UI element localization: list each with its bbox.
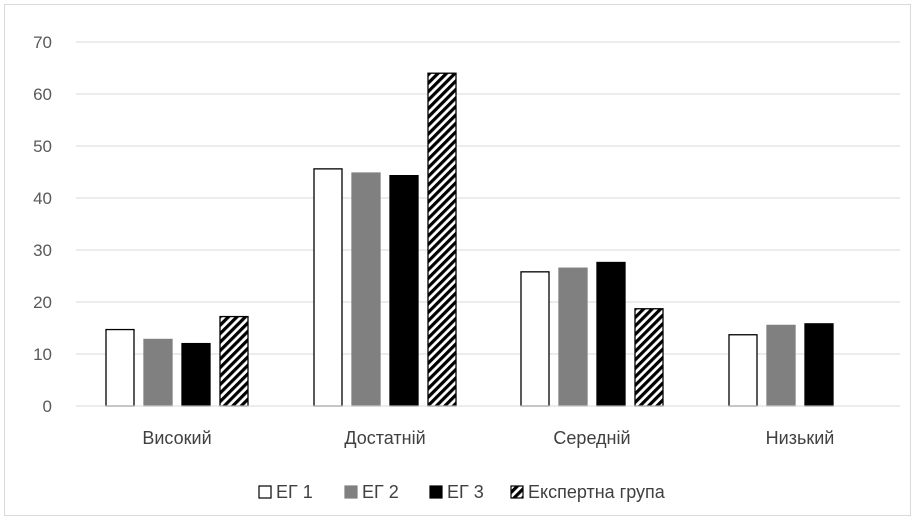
- legend-swatch: [344, 485, 358, 499]
- y-tick-label: 0: [43, 397, 52, 416]
- bar-ег-2-1: [351, 172, 381, 407]
- legend-swatch: [429, 485, 443, 499]
- y-axis-ticks: 0 10 20 30 40 50 60 70: [33, 33, 52, 416]
- legend-swatch: [258, 485, 272, 499]
- y-tick-label: 10: [33, 345, 52, 364]
- legend-label: ЕГ 1: [276, 482, 313, 502]
- bar-ег-3-2: [596, 261, 626, 407]
- bar-експертна-група-1: [427, 72, 457, 407]
- legend: ЕГ 1 ЕГ 2 ЕГ 3 Експертна група: [258, 482, 666, 502]
- y-tick-label: 30: [33, 241, 52, 260]
- bars: [105, 72, 834, 407]
- bar-ег-1-1: [313, 168, 343, 407]
- y-tick-label: 20: [33, 293, 52, 312]
- y-tick-label: 70: [33, 33, 52, 52]
- bar-ег-2-3: [766, 324, 796, 407]
- category-label: Високий: [142, 428, 211, 448]
- chart-frame: [4, 4, 911, 516]
- bar-ег-3-0: [181, 342, 211, 407]
- bar-експертна-група-0: [219, 315, 249, 407]
- y-tick-label: 40: [33, 189, 52, 208]
- legend-label: ЕГ 3: [447, 482, 484, 502]
- bar-ег-1-0: [105, 328, 135, 407]
- legend-swatch: [510, 485, 524, 499]
- category-label: Середній: [553, 428, 630, 448]
- y-tick-label: 60: [33, 85, 52, 104]
- gridlines: [76, 41, 900, 355]
- legend-label: ЕГ 2: [362, 482, 399, 502]
- bar-ег-1-2: [520, 271, 550, 407]
- legend-label: Експертна група: [528, 482, 666, 502]
- category-label: Достатній: [344, 428, 425, 448]
- y-tick-label: 50: [33, 137, 52, 156]
- bar-експертна-група-2: [634, 308, 664, 407]
- category-label: Низький: [766, 428, 835, 448]
- bar-ег-2-0: [143, 338, 173, 407]
- category-labels: Високий Достатній Середній Низький: [142, 428, 834, 448]
- bar-ег-1-3: [728, 334, 758, 407]
- bar-ег-3-3: [804, 323, 834, 407]
- bar-ег-2-2: [558, 267, 588, 407]
- bar-ег-3-1: [389, 174, 419, 407]
